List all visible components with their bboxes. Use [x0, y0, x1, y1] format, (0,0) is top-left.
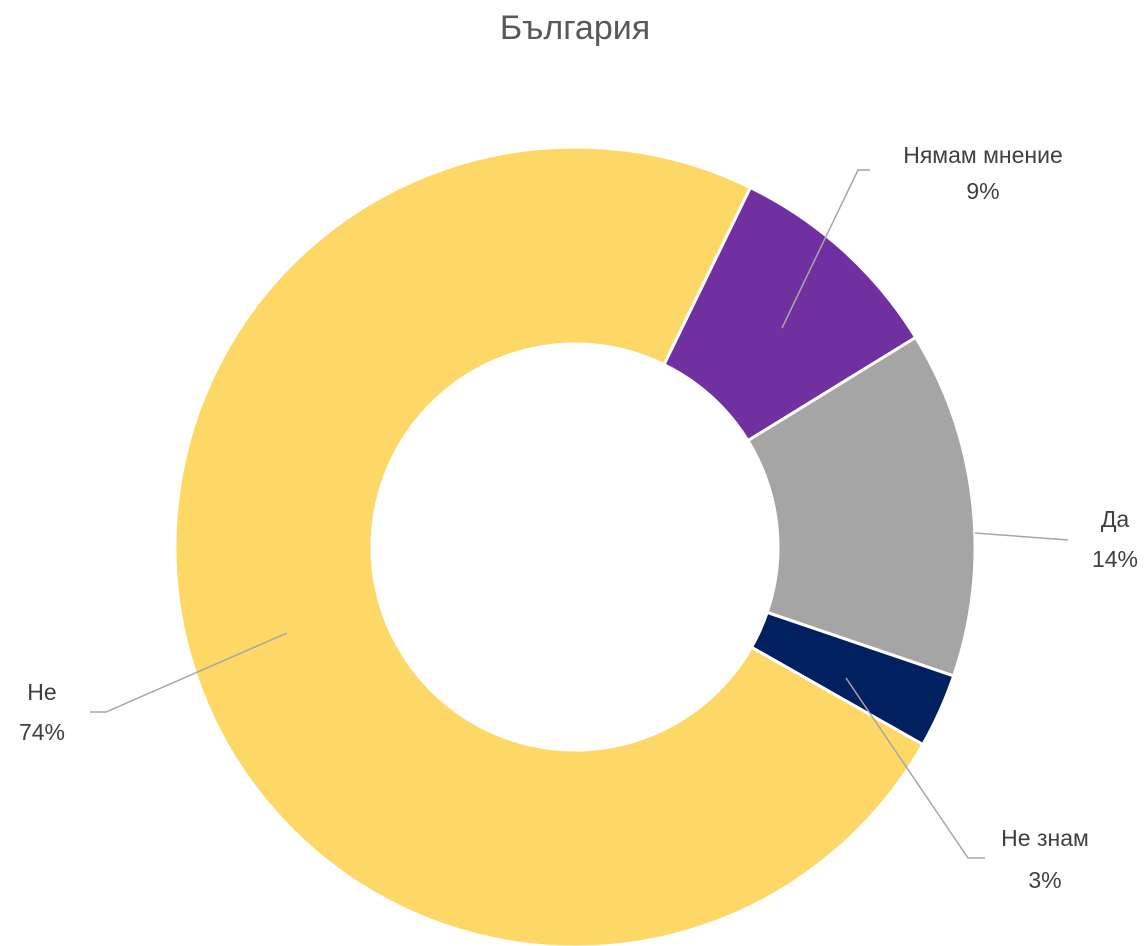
category-label: Не: [27, 679, 56, 705]
donut-slice: [745, 335, 977, 678]
donut-slice: [173, 145, 925, 946]
category-label: Да: [1101, 506, 1130, 532]
leader-line: [90, 632, 288, 713]
category-label: Не знам: [1001, 825, 1089, 851]
value-label: 74%: [19, 719, 65, 745]
value-label: 3%: [1028, 867, 1061, 893]
leader-line: [781, 169, 870, 329]
leader-line: [974, 532, 1069, 541]
chart-title: България: [500, 9, 650, 47]
leader-line: [845, 677, 985, 859]
value-label: 14%: [1092, 546, 1138, 572]
category-label: Нямам мнение: [903, 142, 1063, 168]
value-label: 9%: [966, 178, 999, 204]
